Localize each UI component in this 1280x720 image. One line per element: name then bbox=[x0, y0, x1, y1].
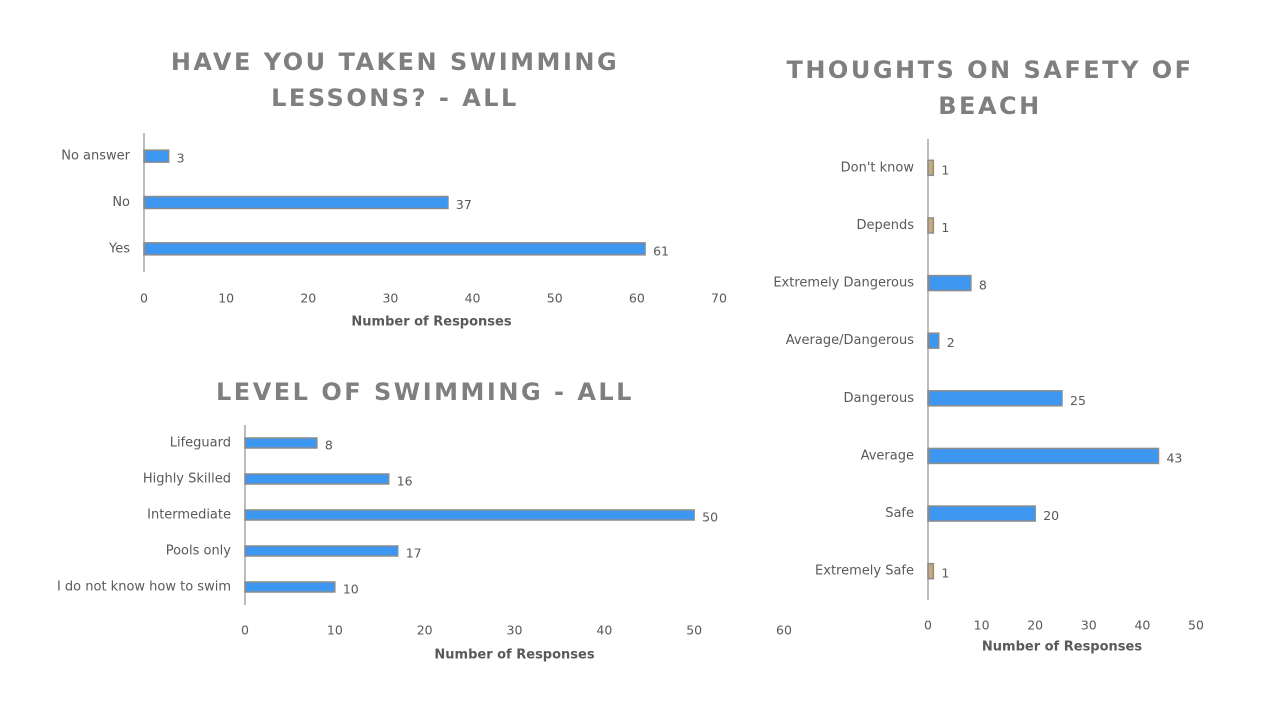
x-tick-label: 30 bbox=[507, 623, 523, 638]
x-tick-label: 0 bbox=[140, 291, 148, 306]
category-label: Dangerous bbox=[844, 391, 915, 406]
category-label: Pools only bbox=[166, 544, 232, 559]
bar bbox=[927, 332, 940, 349]
bar bbox=[927, 390, 1063, 407]
x-tick-label: 40 bbox=[465, 291, 481, 306]
bar bbox=[143, 242, 646, 256]
data-label: 10 bbox=[343, 582, 359, 597]
bar bbox=[927, 217, 935, 234]
data-label: 25 bbox=[1070, 393, 1086, 408]
x-tick-label: 70 bbox=[711, 291, 727, 306]
x-tick-label: 50 bbox=[686, 623, 702, 638]
x-tick-label: 30 bbox=[1081, 618, 1097, 633]
x-tick-label: 40 bbox=[1134, 618, 1150, 633]
bar bbox=[244, 473, 390, 485]
x-axis-title: Number of Responses bbox=[434, 648, 594, 663]
bar bbox=[927, 159, 935, 177]
x-axis-title: Number of Responses bbox=[351, 315, 511, 330]
x-tick-label: 50 bbox=[547, 291, 563, 306]
category-label: Intermediate bbox=[147, 508, 231, 523]
data-label: 61 bbox=[653, 243, 669, 258]
bar bbox=[143, 149, 170, 163]
data-label: 3 bbox=[177, 151, 185, 166]
data-label: 1 bbox=[941, 162, 949, 177]
x-tick-label: 60 bbox=[776, 623, 792, 638]
data-label: 16 bbox=[397, 474, 413, 489]
data-label: 2 bbox=[947, 335, 955, 350]
data-label: 8 bbox=[325, 438, 333, 453]
x-tick-label: 30 bbox=[382, 291, 398, 306]
data-label: 1 bbox=[941, 220, 949, 235]
bar bbox=[927, 505, 1036, 522]
category-label: Safe bbox=[885, 506, 914, 521]
data-label: 8 bbox=[979, 278, 987, 293]
data-label: 43 bbox=[1166, 450, 1182, 465]
x-tick-label: 20 bbox=[417, 623, 433, 638]
data-label: 20 bbox=[1043, 508, 1059, 523]
x-tick-label: 20 bbox=[300, 291, 316, 306]
category-label: Average/Dangerous bbox=[786, 333, 914, 348]
category-label: Lifeguard bbox=[170, 436, 231, 451]
category-label: Extremely Dangerous bbox=[773, 276, 914, 291]
x-tick-label: 10 bbox=[218, 291, 234, 306]
x-tick-label: 10 bbox=[974, 618, 990, 633]
bar bbox=[244, 545, 399, 557]
category-label: Highly Skilled bbox=[143, 472, 231, 487]
category-label: No bbox=[112, 195, 130, 210]
chart-title-beach-safety: THOUGHTS ON SAFETY OF BEACH bbox=[786, 56, 1194, 120]
data-label: 1 bbox=[941, 566, 949, 581]
bar bbox=[927, 562, 935, 580]
bar bbox=[244, 437, 318, 449]
category-label: Extremely Safe bbox=[815, 564, 914, 579]
bar bbox=[143, 195, 449, 210]
data-label: 50 bbox=[702, 510, 718, 525]
category-label: Average bbox=[861, 448, 914, 463]
category-label: I do not know how to swim bbox=[57, 580, 231, 595]
data-label: 37 bbox=[456, 197, 472, 212]
bar bbox=[927, 447, 1160, 465]
data-label: 17 bbox=[406, 546, 422, 561]
bar bbox=[244, 581, 336, 593]
x-axis-title: Number of Responses bbox=[982, 640, 1142, 655]
x-tick-label: 60 bbox=[629, 291, 645, 306]
x-tick-label: 50 bbox=[1188, 618, 1204, 633]
category-label: Don't know bbox=[841, 160, 915, 175]
x-tick-label: 40 bbox=[596, 623, 612, 638]
x-tick-label: 10 bbox=[327, 623, 343, 638]
x-tick-label: 20 bbox=[1027, 618, 1043, 633]
category-label: No answer bbox=[61, 149, 130, 164]
x-tick-label: 0 bbox=[241, 623, 249, 638]
category-label: Depends bbox=[856, 218, 914, 233]
x-tick-label: 0 bbox=[924, 618, 932, 633]
category-label: Yes bbox=[108, 241, 130, 256]
bar bbox=[927, 274, 972, 292]
chart-title-swimming-lessons: HAVE YOU TAKEN SWIMMING LESSONS? - ALL bbox=[170, 48, 620, 112]
bar bbox=[244, 509, 695, 521]
chart-title-level-of-swimming: LEVEL OF SWIMMING - ALL bbox=[216, 378, 634, 406]
